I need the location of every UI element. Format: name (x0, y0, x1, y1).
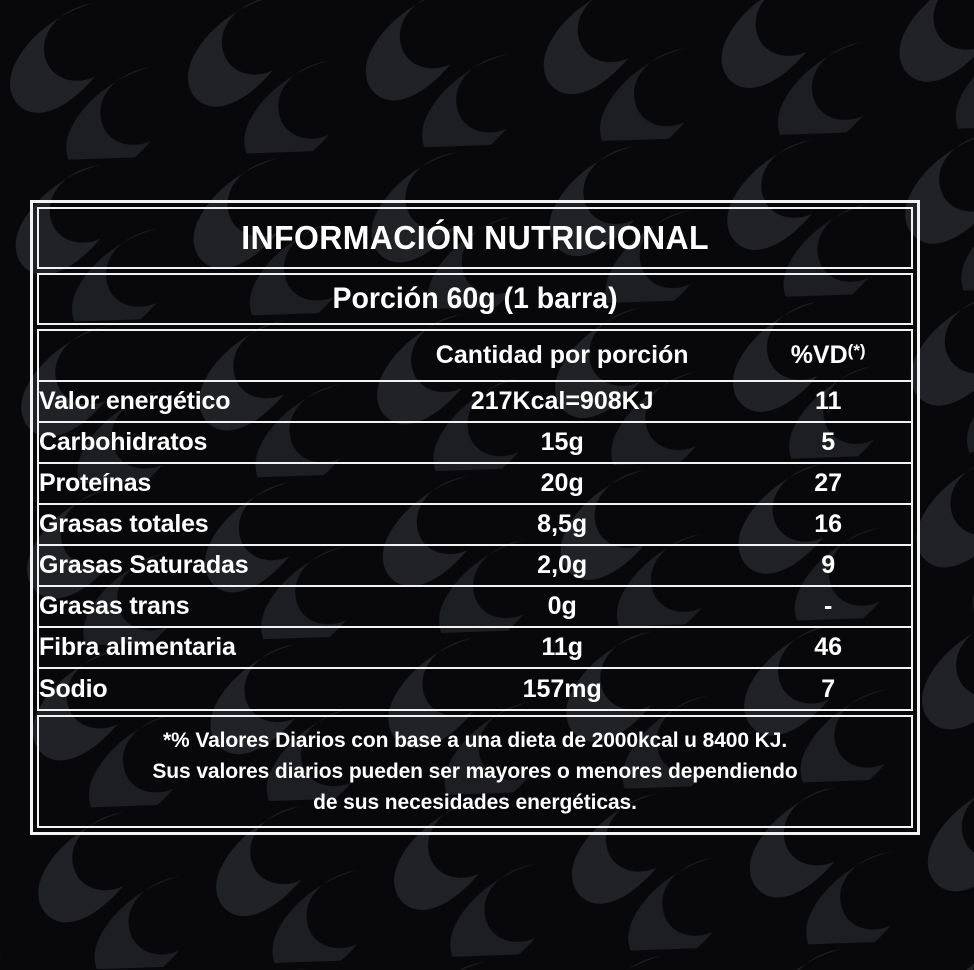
nutrient-amount: 20g (379, 463, 746, 505)
footnote-box: *% Valores Diarios con base a una dieta … (37, 715, 913, 828)
table-row: Grasas totales 8,5g 16 (39, 504, 911, 546)
nutrient-vd: - (745, 586, 911, 628)
table-row: Sodio 157mg 7 (39, 668, 911, 709)
nutrient-vd: 5 (745, 422, 911, 464)
nutrition-table-box: Cantidad por porción %VD(*) Valor energé… (37, 329, 913, 711)
nutrient-name: Carbohidratos (39, 422, 380, 464)
nutrient-vd: 7 (821, 674, 836, 703)
page-title: INFORMACIÓN NUTRICIONAL (241, 219, 709, 256)
portion-band: Porción 60g (1 barra) (37, 273, 913, 325)
table-row: Carbohidratos 15g 5 (39, 422, 911, 464)
nutrition-label-panel: INFORMACIÓN NUTRICIONAL Porción 60g (1 b… (30, 200, 920, 835)
nutrient-name: Sodio (39, 674, 108, 703)
nutrient-amount: 15g (379, 422, 746, 464)
nutrient-vd: 9 (745, 545, 911, 587)
header-nutrient (39, 331, 380, 382)
nutrient-amount: 217Kcal=908KJ (379, 381, 746, 423)
table-row: Proteínas 20g 27 (39, 463, 911, 505)
table-header-row: Cantidad por porción %VD(*) (39, 331, 911, 382)
nutrient-vd: 27 (745, 463, 911, 505)
nutrient-name: Valor energético (39, 381, 380, 423)
nutrient-name: Grasas trans (39, 586, 380, 628)
nutrient-amount: 11g (379, 627, 746, 669)
footnote-line-2: Sus valores diarios pueden ser mayores o… (152, 759, 798, 783)
header-vd-marker: (*) (847, 341, 866, 360)
nutrient-name: Grasas Saturadas (39, 545, 380, 587)
nutrition-table: Cantidad por porción %VD(*) Valor energé… (39, 331, 911, 709)
nutrient-vd: 46 (745, 627, 911, 669)
label-title-band: INFORMACIÓN NUTRICIONAL (37, 207, 913, 269)
nutrient-name: Fibra alimentaria (39, 627, 380, 669)
table-row: Fibra alimentaria 11g 46 (39, 627, 911, 669)
footnote-line-1: *% Valores Diarios con base a una dieta … (162, 728, 788, 752)
portion-text: Porción 60g (1 barra) (332, 282, 618, 315)
nutrient-vd: 11 (745, 381, 911, 423)
header-vd-label: %VD (790, 341, 848, 369)
table-row: Valor energético 217Kcal=908KJ 11 (39, 381, 911, 423)
footnote-line-3: de sus necesidades energéticas. (313, 791, 637, 815)
nutrient-name: Grasas totales (39, 504, 380, 546)
header-percent-vd: %VD(*) (745, 331, 911, 382)
nutrient-amount: 0g (379, 586, 746, 628)
nutrient-amount: 157mg (522, 674, 602, 703)
nutrient-name: Proteínas (39, 463, 380, 505)
table-row: Grasas trans 0g - (39, 586, 911, 628)
nutrient-amount: 8,5g (379, 504, 746, 546)
nutrient-vd: 16 (745, 504, 911, 546)
header-amount-per-portion: Cantidad por porción (379, 331, 746, 382)
nutrient-amount: 2,0g (379, 545, 746, 587)
table-row: Grasas Saturadas 2,0g 9 (39, 545, 911, 587)
